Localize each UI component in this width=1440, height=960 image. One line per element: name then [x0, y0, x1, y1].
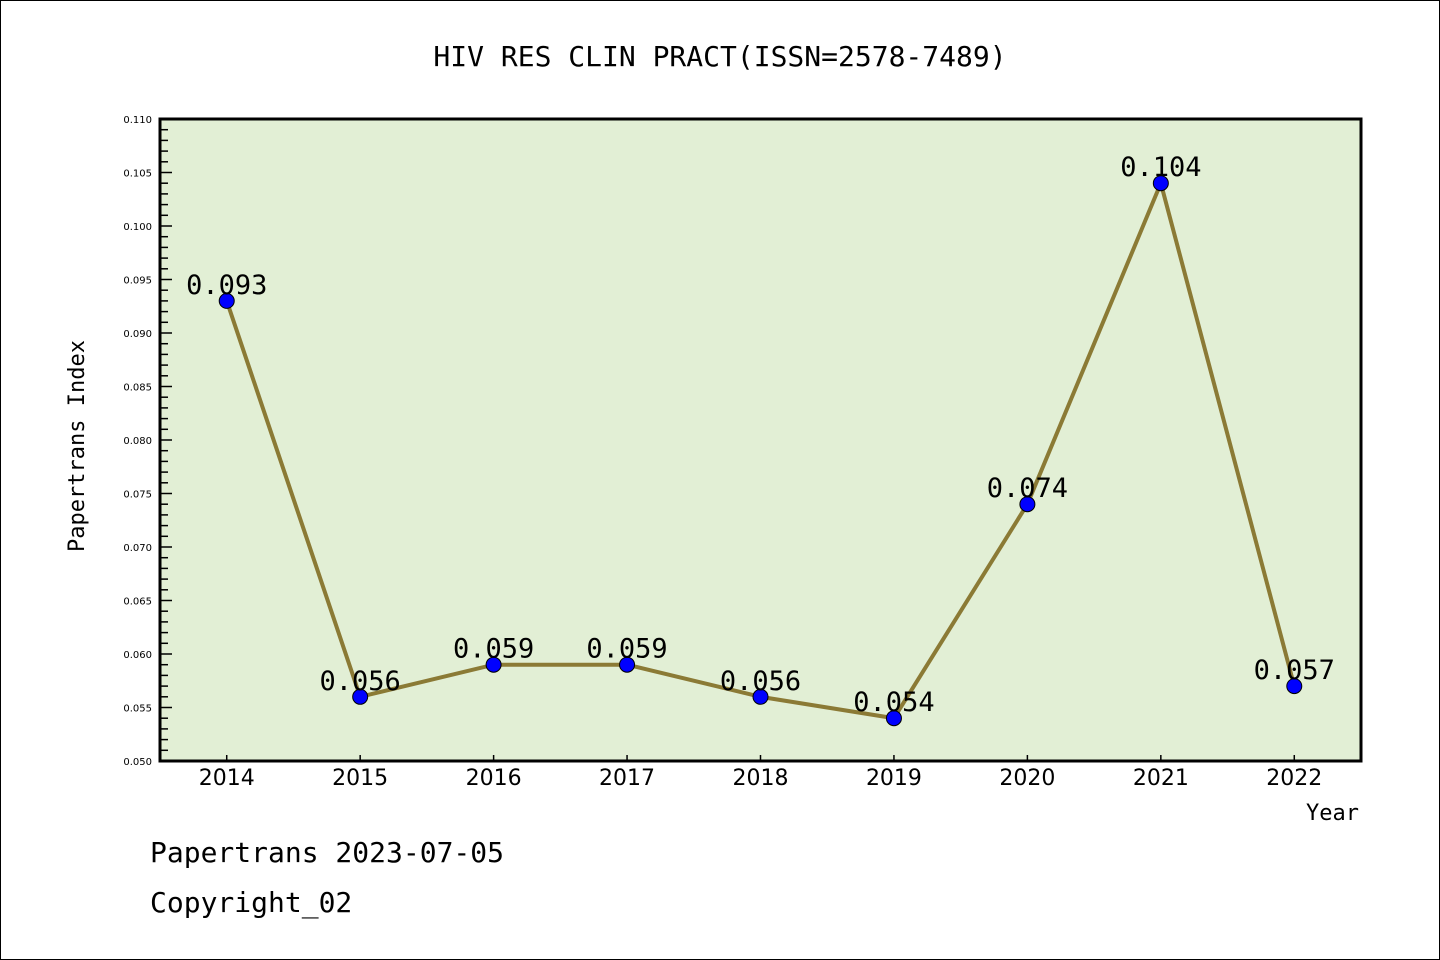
x-tick-label: 2022	[1266, 766, 1322, 791]
data-point	[752, 688, 769, 705]
y-tick-label: 0.075	[123, 490, 152, 501]
y-tick-label: 0.070	[123, 543, 152, 554]
x-tick-label: 2014	[199, 766, 255, 791]
footer-copyright: Copyright_02	[150, 886, 353, 919]
x-tick-label: 2021	[1133, 766, 1189, 791]
y-tick-label: 0.060	[123, 650, 152, 661]
y-tick-label: 0.055	[123, 704, 152, 715]
data-point	[1152, 175, 1169, 192]
y-tick-label: 0.100	[123, 222, 152, 233]
x-tick-label: 2017	[599, 766, 655, 791]
data-point	[619, 656, 636, 673]
x-tick-label: 2016	[466, 766, 522, 791]
x-tick-label: 2018	[733, 766, 789, 791]
data-point	[1019, 496, 1036, 513]
data-label: 0.104	[1120, 152, 1201, 183]
y-tick-label: 0.095	[123, 276, 152, 287]
data-point	[485, 656, 502, 673]
y-tick-label: 0.065	[123, 597, 152, 608]
y-tick-label: 0.090	[123, 329, 152, 340]
data-point	[218, 292, 235, 309]
data-label: 0.074	[987, 473, 1068, 504]
y-axis-label: Papertrans Index	[65, 340, 90, 552]
x-tick-label: 2015	[332, 766, 388, 791]
y-tick-label: 0.080	[123, 436, 152, 447]
y-tick-label: 0.105	[123, 169, 152, 180]
data-point	[352, 688, 369, 705]
data-label: 0.057	[1254, 655, 1335, 686]
x-tick-label: 2019	[866, 766, 922, 791]
data-point	[1286, 678, 1303, 695]
x-tick-label: 2020	[999, 766, 1055, 791]
data-label: 0.059	[453, 634, 534, 665]
data-label: 0.093	[186, 270, 267, 301]
data-point	[885, 710, 902, 727]
y-tick-label: 0.050	[123, 757, 152, 768]
chart-title: HIV RES CLIN PRACT(ISSN=2578-7489)	[433, 40, 1006, 73]
y-tick-label: 0.110	[123, 115, 152, 126]
plot-border	[158, 117, 1363, 763]
plot-area	[160, 119, 1361, 761]
y-tick-label: 0.085	[123, 383, 152, 394]
data-label: 0.059	[586, 634, 667, 665]
data-label: 0.056	[720, 666, 801, 697]
data-label: 0.054	[853, 687, 934, 718]
footer-date: Papertrans 2023-07-05	[150, 836, 505, 869]
data-label: 0.056	[320, 666, 401, 697]
x-axis-label: Year	[1306, 801, 1359, 826]
